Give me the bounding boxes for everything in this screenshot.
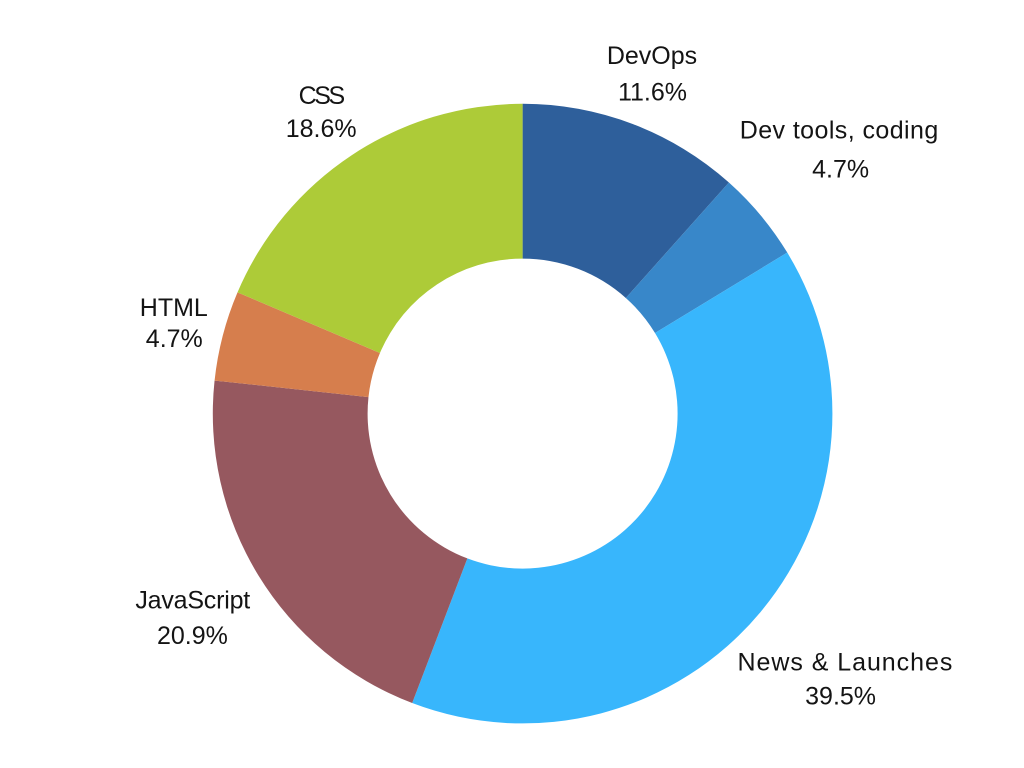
svg-text:4.7%: 4.7% (146, 325, 203, 353)
svg-text:Dev tools, coding: Dev tools, coding (740, 117, 939, 145)
svg-text:39.5%: 39.5% (805, 683, 876, 711)
svg-text:18.6%: 18.6% (286, 115, 357, 143)
svg-text:4.7%: 4.7% (812, 156, 869, 184)
svg-text:JavaScript: JavaScript (135, 586, 250, 614)
svg-text:HTML: HTML (140, 294, 208, 322)
svg-text:20.9%: 20.9% (157, 622, 228, 650)
svg-text:11.6%: 11.6% (618, 79, 687, 107)
svg-text:DevOps: DevOps (607, 42, 697, 70)
svg-text:News & Launches: News & Launches (738, 648, 954, 676)
svg-text:CSS: CSS (299, 82, 345, 110)
